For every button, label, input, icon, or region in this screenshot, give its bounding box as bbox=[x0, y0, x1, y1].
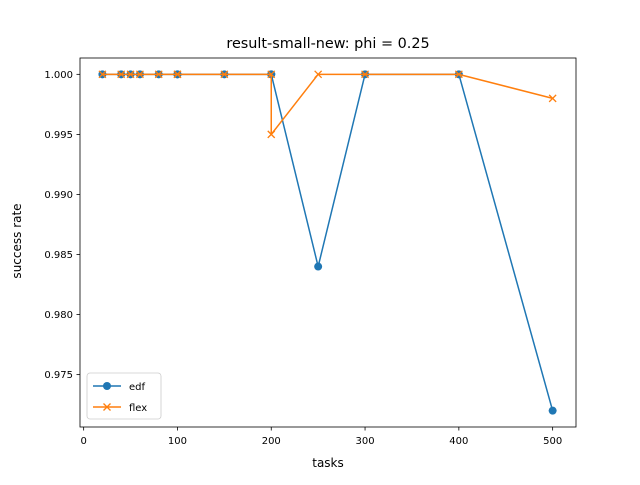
chart-title: result-small-new: phi = 0.25 bbox=[226, 36, 429, 52]
legend-label: edf bbox=[129, 382, 146, 393]
marker-stroke bbox=[126, 70, 135, 79]
marker-stroke bbox=[548, 94, 557, 103]
data-point-edf bbox=[314, 262, 323, 271]
data-point-flex bbox=[314, 70, 323, 79]
data-point-flex bbox=[135, 70, 144, 79]
y-tick-label: 0.995 bbox=[44, 130, 73, 141]
marker-stroke bbox=[267, 70, 276, 79]
x-tick-label: 0 bbox=[80, 436, 86, 447]
data-point-flex bbox=[117, 70, 126, 79]
data-point-flex bbox=[154, 70, 163, 79]
y-tick-label: 1.000 bbox=[44, 70, 73, 81]
marker-stroke bbox=[98, 70, 107, 79]
data-point-edf bbox=[548, 406, 557, 415]
plot-frame bbox=[79, 57, 577, 428]
marker-stroke bbox=[361, 70, 370, 79]
x-axis-label: tasks bbox=[312, 456, 344, 470]
marker-stroke bbox=[220, 70, 229, 79]
marker-stroke bbox=[314, 70, 323, 79]
legend-box bbox=[86, 372, 162, 420]
legend-entry-edf: edf bbox=[93, 382, 146, 393]
marker-stroke bbox=[154, 70, 163, 79]
legend-entry-flex: flex bbox=[93, 403, 147, 414]
x-tick-label: 500 bbox=[543, 436, 562, 447]
data-point-flex bbox=[548, 94, 557, 103]
data-point-flex bbox=[267, 70, 276, 79]
y-tick-label: 0.985 bbox=[44, 250, 73, 261]
marker-stroke bbox=[173, 70, 182, 79]
data-point-flex bbox=[173, 70, 182, 79]
data-point-flex bbox=[361, 70, 370, 79]
legend-marker bbox=[103, 403, 111, 411]
x-tick-label: 100 bbox=[168, 436, 187, 447]
y-axis-label: success rate bbox=[10, 203, 24, 278]
legend: edf flex bbox=[86, 372, 162, 420]
legend-marker bbox=[103, 382, 111, 390]
data-point-flex bbox=[98, 70, 107, 79]
data-point-flex bbox=[220, 70, 229, 79]
x-tick-label: 300 bbox=[356, 436, 375, 447]
data-point-flex bbox=[267, 130, 276, 139]
x-tick-label: 400 bbox=[449, 436, 468, 447]
marker-stroke bbox=[454, 70, 463, 79]
axes: 0 100 200 300 400 500 0.975 0.980 0.985 0.990 0.99… bbox=[44, 57, 577, 447]
marker-stroke bbox=[135, 70, 144, 79]
x-tick-label: 200 bbox=[262, 436, 281, 447]
data-point-flex bbox=[454, 70, 463, 79]
marker-stroke bbox=[117, 70, 126, 79]
legend-label: flex bbox=[129, 403, 147, 414]
data-point-flex bbox=[126, 70, 135, 79]
y-tick-label: 0.975 bbox=[44, 370, 73, 381]
plot-area bbox=[98, 70, 557, 415]
marker-stroke bbox=[267, 130, 276, 139]
y-tick-label: 0.990 bbox=[44, 190, 73, 201]
y-tick-label: 0.980 bbox=[44, 310, 73, 321]
